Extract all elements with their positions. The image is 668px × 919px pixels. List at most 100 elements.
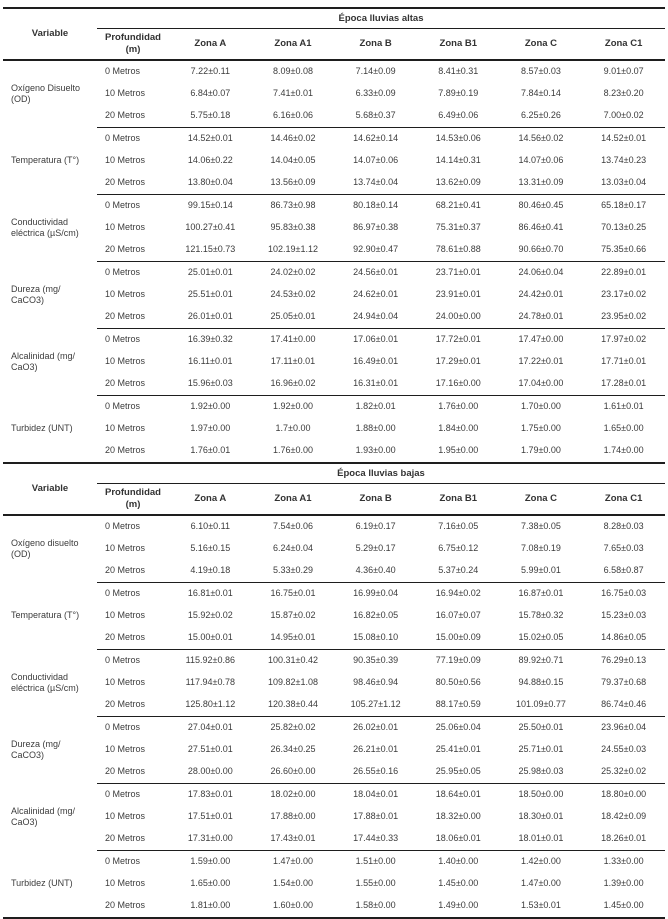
measurement-value: 15.23±0.03 <box>601 610 647 621</box>
measurement-value: 25.01±0.01 <box>187 267 233 278</box>
measurement-value: 17.44±0.33 <box>334 827 417 851</box>
measurement-value: 1.54±0.00 <box>272 878 313 889</box>
zone-column-header: Zona C <box>499 483 583 516</box>
depth-label: 10 Metros <box>105 610 146 621</box>
measurement-value: 89.92±0.71 <box>518 655 564 666</box>
table-row: 10 Metros 100.27±0.41 95.83±0.38 86.97±0.38… <box>3 217 665 239</box>
measurement-value: 121.15±0.73 <box>169 238 252 262</box>
season-title: Época lluvias bajas <box>97 462 665 484</box>
measurement-value: 7.22±0.11 <box>190 66 230 77</box>
measurement-value: 17.22±0.01 <box>518 356 564 367</box>
measurement-value: 17.06±0.01 <box>353 334 399 345</box>
table-row: 20 Metros 4.19±0.18 5.33±0.29 4.36±0.40 5.37… <box>3 559 665 583</box>
measurement-value: 17.88±0.00 <box>270 811 316 822</box>
zone-column-header: Zona A <box>169 28 252 61</box>
depth-label: 20 Metros <box>97 305 169 329</box>
measurement-value: 1.40±0.00 <box>438 856 479 867</box>
measurement-value: 17.51±0.01 <box>187 811 233 822</box>
table-row: 20 Metros 26.01±0.01 25.05±0.01 24.94±0.04 2… <box>3 305 665 329</box>
table-row: 20 Metros 125.80±1.12 120.38±0.44 105.27±1.… <box>3 693 665 717</box>
table-row: 10 Metros 16.11±0.01 17.11±0.01 16.49±0.01 1… <box>3 351 665 373</box>
measurement-value: 15.96±0.03 <box>169 372 252 396</box>
depth-label: 10 Metros <box>105 356 146 367</box>
measurement-value: 86.97±0.38 <box>353 222 399 233</box>
measurement-value: 101.09±0.77 <box>499 693 583 717</box>
measurement-value: 14.52±0.01 <box>187 133 233 144</box>
depth-label: 20 Metros <box>97 104 169 128</box>
measurement-value: 17.11±0.01 <box>270 356 316 367</box>
table-row: Turbidez (UNT) 0 Metros 1.92±0.00 1.92±0.00… <box>3 395 665 433</box>
table-row: 20 Metros 121.15±0.73 102.19±1.12 92.90±0.4… <box>3 238 665 262</box>
table-row: 20 Metros 17.31±0.00 17.43±0.01 17.44±0.33 1… <box>3 827 665 851</box>
measurement-value: 7.41±0.01 <box>272 88 313 99</box>
measurement-value: 16.39±0.32 <box>187 334 233 345</box>
measurement-value: 13.31±0.09 <box>499 171 583 195</box>
measurement-value: 1.76±0.00 <box>438 401 479 412</box>
variable-label: Alcalinidad (mg/ CaO3) <box>11 805 76 827</box>
depth-label: 20 Metros <box>97 827 169 851</box>
depth-label: 20 Metros <box>105 445 146 456</box>
measurement-value: 24.55±0.03 <box>601 744 647 755</box>
header-row-zones: Profundidad (m) Zona A Zona A1 Zona B Zona B… <box>3 483 665 516</box>
variable-label: Conductividad eléctrica (µS/cm) <box>11 671 79 693</box>
measurement-value: 25.82±0.02 <box>270 722 316 733</box>
measurement-value: 16.81±0.01 <box>187 588 233 599</box>
measurement-value: 99.15±0.14 <box>187 200 233 211</box>
measurement-value: 70.13±0.25 <box>601 222 647 233</box>
measurement-value: 80.50±0.56 <box>435 677 481 688</box>
depth-label: 20 Metros <box>97 171 169 195</box>
depth-label: 20 Metros <box>97 760 169 784</box>
season-table-bajas: Variable Época lluvias bajas Profundidad (… <box>3 461 665 919</box>
measurement-value: 13.62±0.09 <box>416 171 500 195</box>
measurement-value: 90.66±0.70 <box>499 238 583 262</box>
measurement-value: 90.35±0.39 <box>353 655 399 666</box>
measurement-value: 5.37±0.24 <box>416 559 500 583</box>
measurement-value: 9.01±0.07 <box>603 66 644 77</box>
depth-label: 0 Metros <box>105 200 141 211</box>
depth-label: 0 Metros <box>105 66 141 77</box>
measurement-value: 15.00±0.01 <box>169 626 252 650</box>
measurement-value: 23.95±0.02 <box>582 305 665 329</box>
zone-column-header: Zona B <box>334 28 417 61</box>
measurement-value: 1.79±0.00 <box>520 445 561 456</box>
table-row: 20 Metros 1.81±0.00 1.60±0.00 1.58±0.00 1.49… <box>3 895 665 918</box>
measurement-value: 6.84±0.07 <box>190 88 231 99</box>
measurement-value: 25.98±0.03 <box>499 760 583 784</box>
zone-column-header: Zona B <box>334 483 417 516</box>
table-row: 20 Metros 15.96±0.03 16.96±0.02 16.31±0.01 1… <box>3 372 665 396</box>
depth-label: 0 Metros <box>105 521 141 532</box>
measurement-value: 1.75±0.00 <box>520 423 561 434</box>
measurement-value: 16.96±0.02 <box>251 372 335 396</box>
depth-label: 10 Metros <box>105 677 146 688</box>
measurement-value: 100.27±0.41 <box>185 222 236 233</box>
depth-label: 10 Metros <box>105 88 146 99</box>
season-table-altas: Variable Época lluvias altas Profundidad (… <box>3 7 665 462</box>
measurement-value: 117.94±0.78 <box>185 677 235 688</box>
measurement-value: 23.71±0.01 <box>435 267 481 278</box>
measurement-value: 25.32±0.02 <box>582 760 665 784</box>
measurement-value: 7.54±0.06 <box>272 521 313 532</box>
measurement-value: 25.05±0.01 <box>251 305 335 329</box>
measurement-value: 1.47±0.00 <box>272 856 313 867</box>
measurement-value: 15.87±0.02 <box>270 610 316 621</box>
depth-label: 10 Metros <box>105 155 146 166</box>
measurement-value: 14.46±0.02 <box>270 133 316 144</box>
measurement-value: 18.01±0.01 <box>499 827 583 851</box>
measurement-value: 24.56±0.01 <box>353 267 399 278</box>
measurement-value: 24.62±0.01 <box>353 289 399 300</box>
zone-column-header: Zona A <box>169 483 252 516</box>
measurement-value: 16.75±0.03 <box>601 588 647 599</box>
table-row: 10 Metros 25.51±0.01 24.53±0.02 24.62±0.01 2… <box>3 284 665 306</box>
measurement-value: 22.89±0.01 <box>601 267 647 278</box>
measurement-value: 6.24±0.04 <box>272 543 313 554</box>
measurement-value: 24.78±0.01 <box>499 305 583 329</box>
measurement-value: 15.02±0.05 <box>499 626 583 650</box>
measurement-value: 16.07±0.07 <box>435 610 481 621</box>
measurement-value: 68.21±0.41 <box>435 200 481 211</box>
measurement-value: 17.71±0.01 <box>601 356 647 367</box>
measurement-value: 6.75±0.12 <box>438 543 479 554</box>
depth-column-header: Profundidad (m) <box>97 28 169 61</box>
measurement-value: 7.65±0.03 <box>603 543 644 554</box>
variable-label: Dureza (mg/ CaCO3) <box>11 738 61 760</box>
